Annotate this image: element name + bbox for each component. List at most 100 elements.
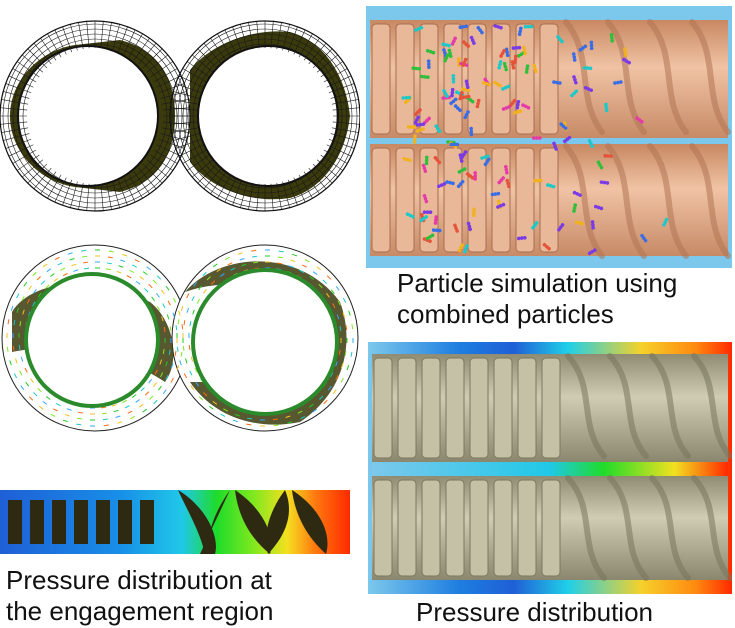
particle-cluster (463, 110, 470, 120)
particle-cluster (552, 141, 558, 151)
particle-cluster (604, 102, 609, 113)
particle-cluster (450, 36, 457, 46)
kneading-disc (515, 147, 535, 253)
particle-cluster (490, 191, 501, 197)
engagement-lobe (292, 490, 328, 554)
kneading-disc (397, 357, 417, 459)
particle-cluster (434, 124, 442, 134)
particle-caption: Particle simulation using combined parti… (397, 268, 677, 330)
particle-cluster (552, 80, 562, 85)
mesh-grid-lines (0, 21, 360, 211)
particle-cluster (422, 193, 429, 204)
kneading-disc (493, 357, 513, 459)
pressure-kneading-discs (373, 357, 561, 577)
particle-cluster (457, 167, 467, 174)
particle-cluster (461, 57, 468, 67)
particle-cluster (587, 248, 597, 256)
kneading-disc (469, 357, 489, 459)
mesh-cell-lines (0, 21, 190, 211)
twin-screw-mesh-graphic (0, 20, 360, 212)
particle-cluster (502, 61, 509, 72)
particle-cluster (510, 60, 516, 70)
particle-cluster (458, 24, 468, 30)
kneading-disc (421, 479, 441, 577)
particle-cluster (413, 108, 422, 117)
velocity-panel (0, 232, 360, 444)
particle-cluster (420, 74, 430, 79)
particle-cluster (458, 153, 464, 163)
kneading-disc (373, 357, 393, 459)
particle-cluster (405, 212, 415, 219)
particle-cluster (481, 81, 492, 87)
particle-cluster (460, 94, 471, 100)
particle-cluster (593, 204, 604, 211)
screw-flight (563, 143, 605, 259)
particle-panel (366, 6, 732, 268)
pressure-screw-render (368, 342, 732, 594)
screw-flight (691, 353, 732, 459)
kneading-disc (491, 147, 511, 253)
particle-caption-line1: Particle simulation using (397, 268, 678, 298)
engagement-disc (30, 500, 44, 544)
particle-cluster (508, 98, 517, 108)
particle-cluster (511, 45, 522, 50)
engagement-disc (74, 500, 88, 544)
engagement-lobe (200, 490, 230, 554)
screw-flight (689, 19, 731, 135)
engagement-disc (140, 500, 154, 544)
kneading-disc (515, 23, 535, 135)
particle-cluster (453, 104, 462, 113)
particle-cluster (415, 122, 426, 127)
particle-cluster (583, 86, 594, 93)
particle-cluster (572, 203, 578, 213)
engagement-lobe (178, 490, 216, 554)
particle-cluster (512, 109, 523, 115)
particle-cluster (441, 42, 451, 48)
particle-cluster (471, 207, 476, 218)
particle-cluster (613, 80, 623, 85)
particle-cluster (559, 122, 568, 130)
particle-cluster (497, 60, 503, 70)
particle-cluster (465, 172, 475, 180)
particle-cluster (501, 105, 511, 111)
engagement-caption-line2: the engagement region (6, 596, 274, 626)
kneading-disc (421, 357, 441, 459)
particle-cluster (425, 48, 436, 55)
particle-cluster (513, 54, 518, 65)
particle-cluster (443, 53, 450, 63)
screw-flight (689, 143, 731, 259)
particle-cluster (599, 180, 610, 185)
particle-cluster (476, 25, 484, 35)
particle-cluster (425, 233, 435, 241)
kneading-disc (419, 147, 439, 253)
particle-screw-render (366, 6, 732, 268)
particle-cluster (464, 79, 470, 89)
particle-cluster (545, 183, 556, 189)
particle-cluster (562, 135, 572, 144)
particle-cluster (570, 89, 579, 98)
screw-flight (565, 353, 607, 459)
particle-cluster (496, 202, 506, 209)
mesh-panel (0, 10, 360, 222)
particle-cluster (406, 125, 417, 129)
engagement-disc (118, 500, 132, 544)
particle-cluster (578, 44, 588, 52)
particle-cluster (456, 179, 465, 189)
particle-cluster (414, 25, 424, 32)
particle-cluster (515, 99, 521, 110)
particle-cluster (466, 221, 473, 232)
particle-cluster (445, 180, 455, 186)
particle-cluster (493, 80, 502, 88)
particle-cluster (475, 98, 481, 109)
particle-caption-line2: combined particles (397, 299, 614, 329)
particle-cluster (542, 242, 551, 251)
screw-flight (649, 475, 691, 581)
velocity-arrows (6, 249, 354, 427)
particle-cluster (437, 182, 447, 189)
particle-cluster (449, 142, 460, 147)
right-barrel-outline (169, 20, 360, 212)
pressure-caption: Pressure distribution (416, 597, 653, 628)
kneading-disc (517, 357, 537, 459)
particle-cluster (556, 35, 564, 44)
engagement-lobe (265, 490, 289, 554)
